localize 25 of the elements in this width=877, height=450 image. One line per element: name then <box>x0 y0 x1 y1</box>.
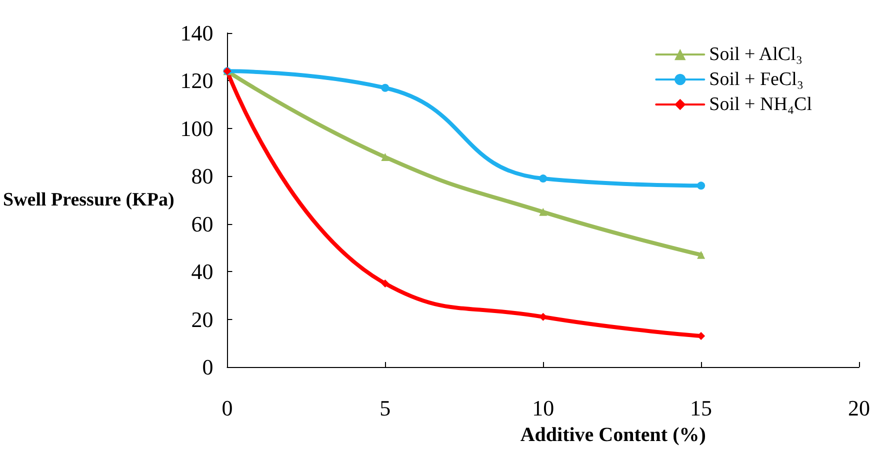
legend-label: Soil + NH₄Cl <box>709 94 812 115</box>
point <box>697 250 706 259</box>
point <box>539 208 548 216</box>
y-tick-label: 60 <box>191 211 214 236</box>
y-tick-label: 100 <box>180 116 214 141</box>
point <box>697 182 706 190</box>
y-tick-label: 40 <box>191 259 214 284</box>
legend-label: Soil + AlCl₃ <box>709 44 803 65</box>
point <box>381 84 390 92</box>
y-tick-label: 140 <box>180 20 214 46</box>
y-tick-label: 20 <box>191 306 214 332</box>
point <box>539 174 548 183</box>
x-axis-title: Additive Content (%) <box>520 424 706 446</box>
x-tick-label: 0 <box>222 396 233 420</box>
y-tick-label: 80 <box>191 164 214 189</box>
point <box>381 280 390 288</box>
y-tick-label: 120 <box>180 68 214 94</box>
x-tick-label: 20 <box>848 396 870 420</box>
x-tick-label: 10 <box>532 396 554 420</box>
x-tick-label: 5 <box>380 396 391 420</box>
x-tick-label: 15 <box>690 396 712 420</box>
legend-label: Soil + FeCl₃ <box>709 69 804 90</box>
y-tick-label: 0 <box>202 354 214 380</box>
point <box>381 153 390 162</box>
y-axis-title: Swell Pressure (KPa) <box>3 190 174 210</box>
